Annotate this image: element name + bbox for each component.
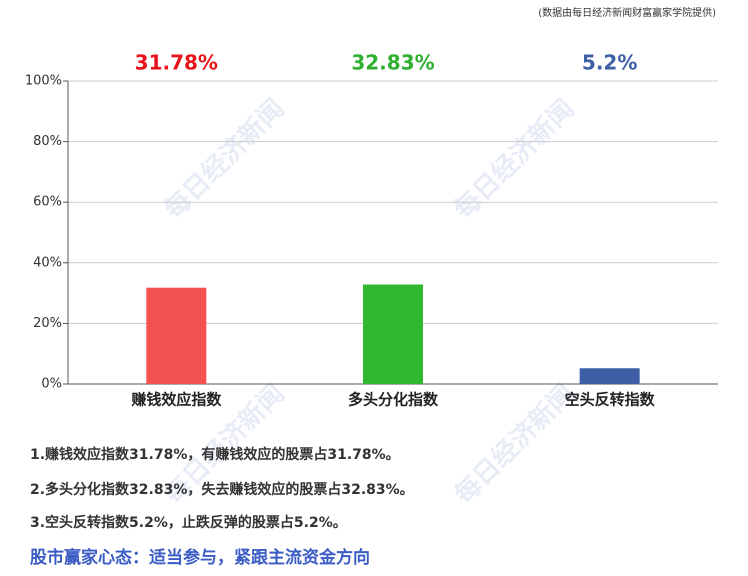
value-label: 32.83% (351, 51, 434, 75)
y-tick-label: 100% (25, 74, 62, 89)
value-label: 5.2% (582, 51, 637, 75)
y-tick-label: 60% (33, 195, 62, 210)
plot-area: 0% 20% 40% 60% 80% 100% 赚钱效应指数 31.78% 多头分化指数 32.8… (25, 51, 718, 409)
y-tick-label: 80% (33, 134, 62, 149)
note: 2.多头分化指数32.83%，失去赚钱效应的股票占32.83%。 (30, 481, 414, 498)
y-tick-label: 20% (33, 316, 62, 331)
bar (579, 368, 640, 384)
source-note: (数据由每日经济新闻财富赢家学院提供) (538, 6, 716, 19)
note: 1.赚钱效应指数31.78%，有赚钱效应的股票占31.78%。 (30, 446, 400, 463)
conclusion: 股市赢家心态：适当参与，紧跟主流资金方向 (30, 547, 370, 568)
x-tick-label: 空头反转指数 (565, 391, 656, 409)
value-label: 31.78% (135, 51, 218, 75)
watermark: 每日经济新闻 (448, 93, 580, 225)
watermark: 每日经济新闻 (448, 378, 580, 510)
y-tick-label: 40% (33, 255, 62, 270)
x-tick-label: 多头分化指数 (348, 391, 439, 409)
bar (146, 287, 207, 384)
x-tick-label: 赚钱效应指数 (130, 391, 222, 409)
note: 3.空头反转指数5.2%，止跌反弹的股票占5.2%。 (30, 514, 347, 531)
y-tick-label: 0% (41, 377, 62, 392)
watermark: 每日经济新闻 (158, 93, 290, 225)
bar (363, 284, 423, 384)
